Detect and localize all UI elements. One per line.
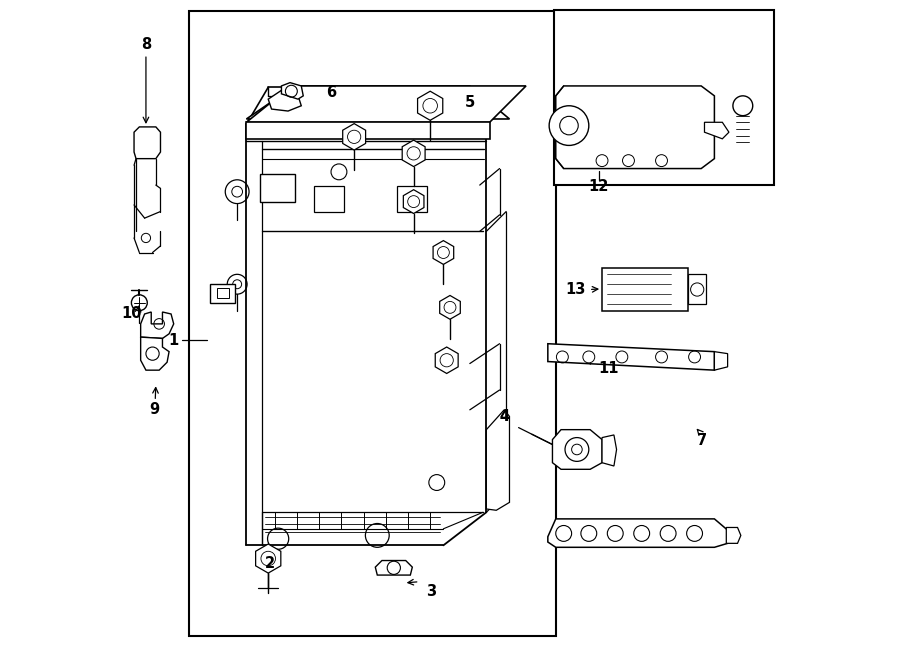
Polygon shape	[486, 410, 509, 510]
Polygon shape	[375, 561, 412, 575]
Text: 1: 1	[168, 333, 178, 348]
Polygon shape	[247, 86, 526, 122]
Polygon shape	[140, 337, 169, 370]
Polygon shape	[247, 86, 509, 119]
Text: 7: 7	[698, 434, 707, 448]
Bar	[217, 288, 229, 298]
Bar	[260, 174, 294, 202]
Text: 12: 12	[589, 179, 609, 194]
Text: 6: 6	[326, 85, 336, 100]
Circle shape	[733, 96, 752, 116]
Text: 10: 10	[122, 307, 141, 321]
Polygon shape	[548, 344, 715, 370]
Polygon shape	[556, 86, 715, 169]
Text: 8: 8	[140, 38, 151, 52]
Polygon shape	[705, 122, 729, 139]
Polygon shape	[134, 127, 160, 159]
Polygon shape	[553, 430, 602, 469]
Polygon shape	[282, 83, 303, 99]
Bar	[602, 268, 688, 311]
Text: 3: 3	[427, 584, 436, 599]
Polygon shape	[440, 295, 460, 319]
Bar	[397, 186, 427, 212]
Text: 13: 13	[565, 282, 586, 297]
Bar	[688, 274, 706, 304]
Polygon shape	[436, 347, 458, 373]
Bar	[554, 10, 774, 185]
Polygon shape	[602, 435, 616, 466]
Text: 5: 5	[464, 95, 475, 110]
Polygon shape	[433, 241, 454, 264]
Polygon shape	[343, 124, 365, 150]
Bar	[314, 186, 344, 212]
Text: 4: 4	[500, 409, 509, 424]
Polygon shape	[268, 87, 302, 111]
Polygon shape	[247, 122, 490, 139]
Text: 2: 2	[266, 556, 275, 570]
Polygon shape	[715, 352, 727, 370]
Text: 11: 11	[598, 362, 619, 376]
Bar	[210, 284, 235, 303]
Polygon shape	[726, 527, 741, 543]
Polygon shape	[548, 519, 734, 547]
Text: 9: 9	[148, 403, 159, 417]
Text: 4: 4	[500, 409, 509, 424]
Polygon shape	[418, 91, 443, 120]
Polygon shape	[402, 140, 425, 167]
Polygon shape	[403, 190, 424, 214]
Bar	[189, 11, 556, 636]
Polygon shape	[140, 312, 174, 338]
Polygon shape	[256, 544, 281, 573]
Circle shape	[549, 106, 589, 145]
